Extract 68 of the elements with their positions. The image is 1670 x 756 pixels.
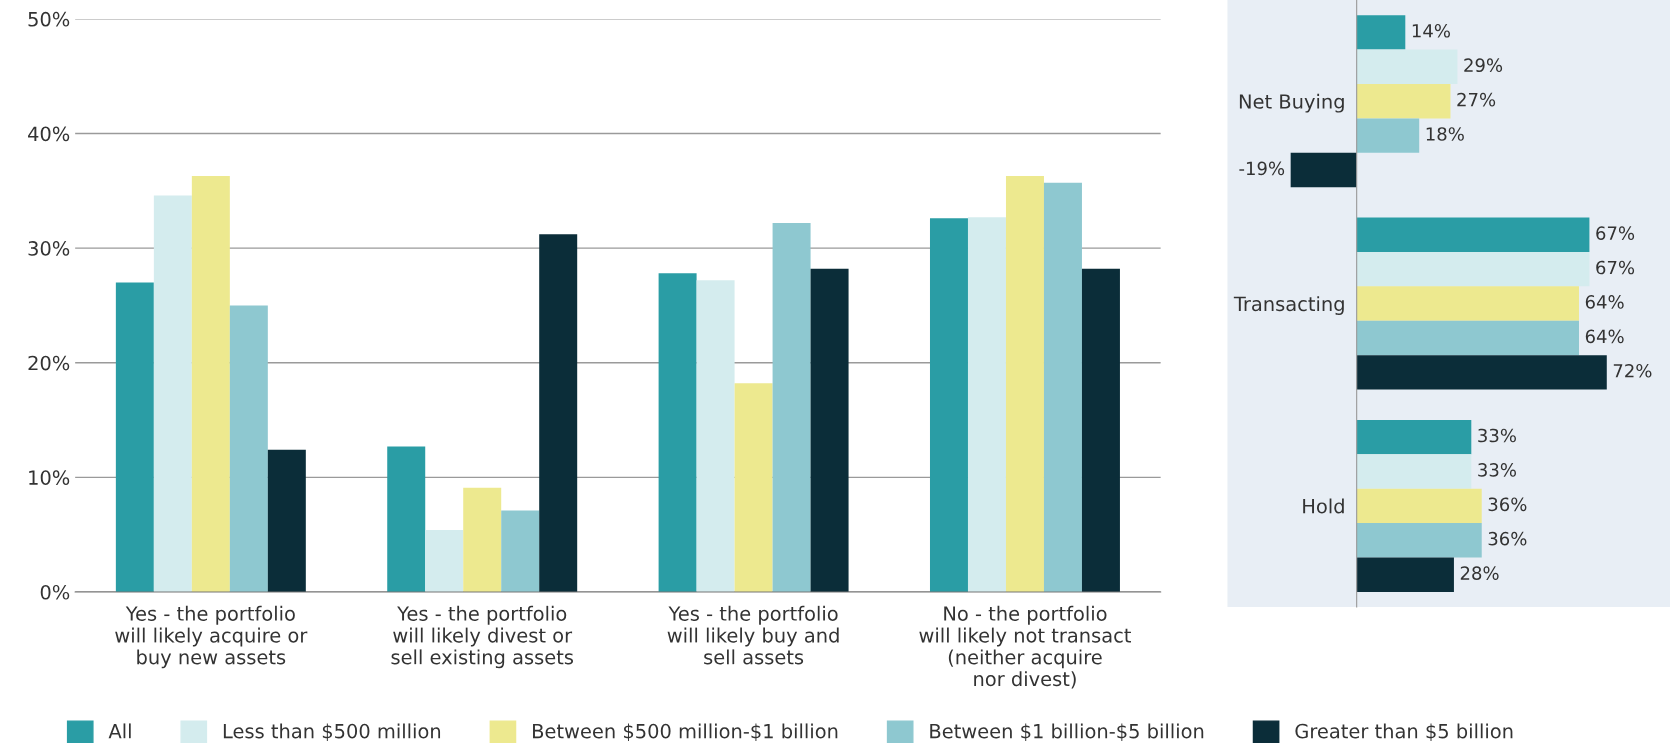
bar [115, 282, 154, 592]
legend-label: Greater than $5 billion [1295, 723, 1513, 742]
data-label: 28% [1460, 566, 1499, 580]
bar [267, 449, 306, 592]
bar [463, 487, 502, 592]
bar [191, 175, 230, 592]
bar [1081, 268, 1120, 592]
bar [1356, 320, 1579, 356]
y-tick-label: 20% [28, 355, 70, 371]
y-tick-label: 10% [29, 470, 70, 485]
bar [1356, 118, 1420, 153]
bar [1356, 217, 1590, 252]
bar [425, 530, 464, 592]
y-tick-label: Net Buying [1239, 93, 1344, 113]
bar [1356, 488, 1482, 524]
bar [1356, 557, 1454, 592]
data-label: 18% [1426, 127, 1464, 141]
bar [734, 383, 773, 592]
y-tick-label: 50% [28, 11, 70, 27]
bar [810, 268, 849, 592]
bar [1356, 419, 1472, 455]
data-label: 33% [1478, 428, 1516, 443]
legend-label: Between $1 billion-$5 billion [930, 723, 1204, 742]
data-label: 64% [1585, 295, 1624, 309]
legend-label: All [108, 723, 131, 739]
legend-label: Less than $500 million [223, 723, 441, 742]
legend-label: Between $500 million-$1 billion [533, 723, 838, 742]
data-label: 67% [1596, 260, 1635, 275]
data-label: -19% [1239, 161, 1285, 176]
bar [1005, 175, 1044, 592]
data-label: 67% [1596, 226, 1635, 240]
data-label: 72% [1613, 363, 1652, 378]
y-tick-label: 30% [28, 241, 70, 256]
data-label: 33% [1478, 463, 1516, 477]
bar [696, 280, 735, 592]
bar [658, 273, 697, 592]
data-label: 14% [1412, 23, 1450, 38]
bar [1356, 286, 1579, 321]
bar [1356, 15, 1406, 50]
bar [772, 222, 811, 592]
bar [229, 305, 268, 592]
bar [1356, 355, 1607, 390]
bar [501, 510, 540, 592]
bar [1356, 523, 1482, 558]
y-tick-label: Transacting [1233, 296, 1344, 315]
data-label: 64% [1585, 329, 1624, 344]
bar [1290, 152, 1357, 188]
y-tick-label: Hold [1303, 498, 1344, 514]
bar [387, 446, 426, 592]
bar [153, 195, 192, 592]
bar [1356, 251, 1590, 287]
data-label: 36% [1488, 497, 1527, 512]
y-tick-label: 0% [40, 584, 70, 600]
bar [967, 217, 1006, 592]
data-label: 29% [1464, 58, 1503, 73]
x-tick-label: Yes - the portfolio will likely buy and sell assets [667, 605, 839, 665]
x-tick-label: Yes - the portfolio will likely acquire or buy new assets [115, 605, 308, 669]
bar [1356, 83, 1451, 119]
x-tick-label: Yes - the portfolio will likely divest or sell existing assets [391, 605, 574, 669]
bar [1356, 49, 1458, 84]
data-label: 36% [1488, 531, 1527, 546]
bar [929, 218, 968, 592]
bar [1043, 182, 1082, 592]
bar [539, 234, 578, 592]
data-label: 27% [1457, 92, 1496, 107]
bar [1356, 454, 1472, 489]
x-tick-label: No - the portfolio will likely not transact (neither acquire nor divest) [919, 605, 1131, 689]
y-tick-label: 40% [28, 126, 70, 142]
